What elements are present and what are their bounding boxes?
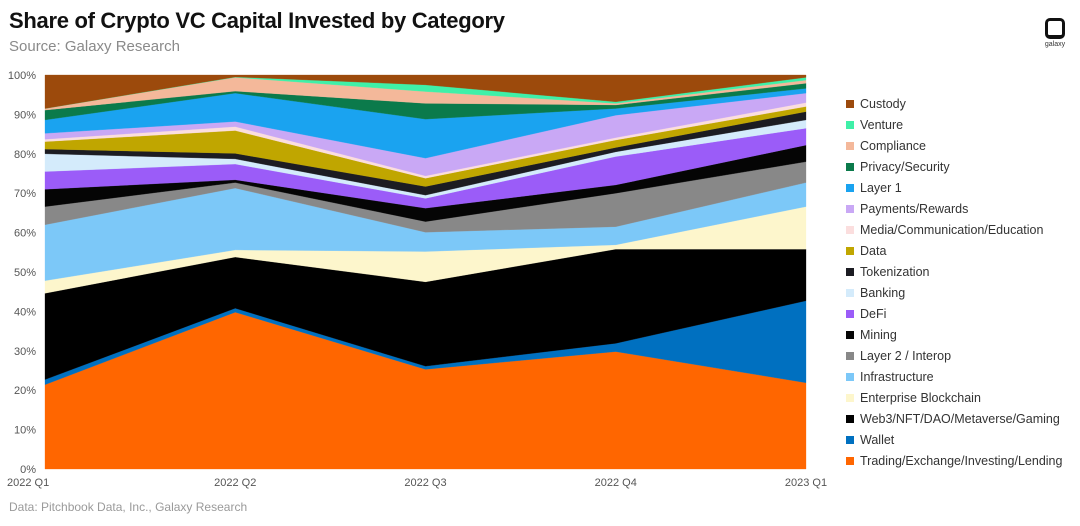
y-tick-label: 0% (20, 464, 36, 476)
y-tick-label: 80% (14, 149, 36, 161)
legend-item: Trading/Exchange/Investing/Lending (846, 450, 1062, 471)
legend-swatch (846, 372, 854, 381)
y-tick-label: 60% (14, 228, 36, 240)
legend-label: Web3/NFT/DAO/Metaverse/Gaming (860, 411, 1060, 426)
area-custody (44, 74, 807, 109)
legend-swatch (846, 120, 854, 129)
legend-item: Layer 1 (846, 177, 1062, 198)
legend-swatch (846, 204, 854, 213)
legend-swatch (846, 393, 854, 402)
legend-item: Tokenization (846, 261, 1062, 282)
legend-item: Compliance (846, 135, 1062, 156)
legend-label: Trading/Exchange/Investing/Lending (860, 453, 1063, 468)
galaxy-logo-icon (1045, 18, 1065, 39)
y-tick-label: 50% (14, 267, 36, 279)
legend-swatch (846, 99, 854, 108)
legend-label: Venture (860, 117, 904, 132)
y-tick-label: 70% (14, 188, 36, 200)
legend-label: Layer 1 (860, 180, 902, 195)
legend-label: Media/Communication/Education (860, 222, 1044, 237)
legend-swatch (846, 414, 854, 423)
legend-item: DeFi (846, 303, 1062, 324)
legend-item: Banking (846, 282, 1062, 303)
y-tick-label: 10% (14, 425, 36, 437)
legend-swatch (846, 351, 854, 360)
legend-item: Media/Communication/Education (846, 219, 1062, 240)
legend-swatch (846, 162, 854, 171)
legend-label: Data (860, 243, 887, 258)
footer-source-note: Data: Pitchbook Data, Inc., Galaxy Resea… (9, 500, 248, 514)
legend-label: Enterprise Blockchain (860, 390, 981, 405)
legend-label: Banking (860, 285, 906, 300)
legend-item: Mining (846, 324, 1062, 345)
legend-swatch (846, 141, 854, 150)
legend-item: Infrastructure (846, 366, 1062, 387)
stacked-area-chart: 0% 10% 20% 30% 40% 50% 60% 70% 80% 90% 100% 2022 Q1… (7, 70, 827, 489)
chart-legend: Custody Venture Compliance Privacy/Security… (846, 93, 1062, 471)
x-tick-label: 2022 Q1 (7, 477, 49, 489)
chart-subtitle: Source: Galaxy Research (9, 38, 180, 55)
x-tick-label: 2022 Q3 (404, 477, 446, 489)
legend-swatch (846, 183, 854, 192)
legend-label: Tokenization (860, 264, 930, 279)
legend-swatch (846, 435, 854, 444)
y-tick-label: 20% (14, 385, 36, 397)
legend-label: Wallet (860, 432, 895, 447)
x-tick-label: 2023 Q1 (785, 477, 827, 489)
legend-swatch (846, 309, 854, 318)
legend-item: Data (846, 240, 1062, 261)
legend-item: Venture (846, 114, 1062, 135)
legend-label: DeFi (860, 306, 887, 321)
legend-swatch (846, 456, 854, 465)
y-tick-label: 90% (14, 109, 36, 121)
y-tick-label: 100% (8, 70, 36, 82)
x-tick-label: 2022 Q4 (595, 477, 637, 489)
legend-label: Payments/Rewards (860, 201, 969, 216)
legend-swatch (846, 246, 854, 255)
legend-swatch (846, 267, 854, 276)
legend-label: Compliance (860, 138, 927, 153)
chart-title: Share of Crypto VC Capital Invested by C… (9, 8, 505, 33)
legend-label: Privacy/Security (860, 159, 950, 174)
legend-swatch (846, 330, 854, 339)
y-tick-label: 40% (14, 306, 36, 318)
legend-item: Payments/Rewards (846, 198, 1062, 219)
legend-label: Custody (860, 96, 906, 111)
legend-item: Web3/NFT/DAO/Metaverse/Gaming (846, 408, 1062, 429)
legend-swatch (846, 288, 854, 297)
legend-item: Enterprise Blockchain (846, 387, 1062, 408)
x-tick-label: 2022 Q2 (214, 477, 256, 489)
legend-item: Layer 2 / Interop (846, 345, 1062, 366)
legend-item: Privacy/Security (846, 156, 1062, 177)
legend-swatch (846, 225, 854, 234)
legend-label: Layer 2 / Interop (860, 348, 952, 363)
legend-label: Mining (860, 327, 897, 342)
galaxy-logo: galaxy (1042, 18, 1068, 48)
legend-label: Infrastructure (860, 369, 934, 384)
legend-item: Custody (846, 93, 1062, 114)
y-tick-label: 30% (14, 346, 36, 358)
galaxy-logo-text: galaxy (1044, 41, 1066, 48)
legend-item: Wallet (846, 429, 1062, 450)
